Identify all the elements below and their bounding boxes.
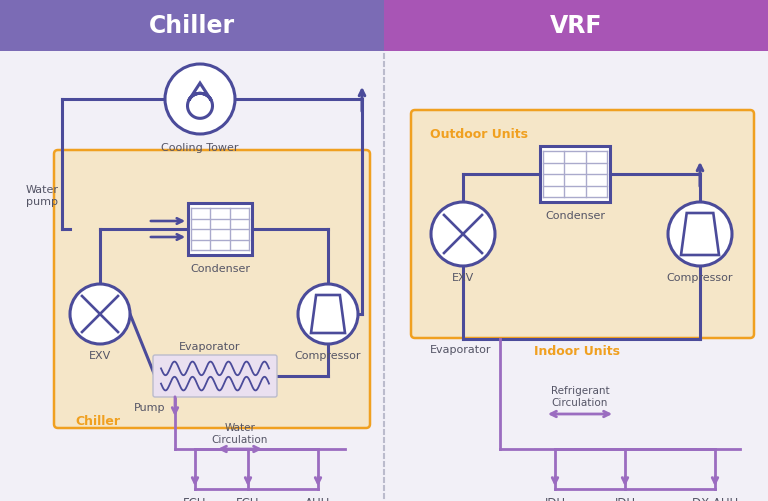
Text: EXV: EXV	[452, 273, 474, 283]
Text: Compressor: Compressor	[667, 273, 733, 283]
Text: Pump: Pump	[134, 402, 165, 412]
Text: Indoor Units: Indoor Units	[534, 344, 620, 357]
Text: FCU: FCU	[237, 496, 260, 501]
Text: Cooling Tower: Cooling Tower	[161, 143, 239, 153]
Text: Condenser: Condenser	[545, 210, 605, 220]
Circle shape	[431, 202, 495, 267]
Text: Compressor: Compressor	[295, 350, 361, 360]
Text: Chiller: Chiller	[149, 14, 235, 38]
Text: Chiller: Chiller	[75, 414, 120, 427]
Text: Outdoor Units: Outdoor Units	[430, 128, 528, 141]
Circle shape	[70, 285, 130, 344]
FancyBboxPatch shape	[0, 0, 384, 52]
Circle shape	[668, 202, 732, 267]
Text: Refrigerant
Circulation: Refrigerant Circulation	[551, 386, 609, 407]
Text: FCU: FCU	[184, 496, 207, 501]
Circle shape	[298, 285, 358, 344]
FancyBboxPatch shape	[411, 111, 754, 338]
FancyBboxPatch shape	[384, 0, 768, 52]
Circle shape	[165, 65, 235, 135]
Text: EXV: EXV	[89, 350, 111, 360]
Text: Condenser: Condenser	[190, 264, 250, 274]
FancyBboxPatch shape	[153, 355, 277, 397]
Text: Water
Circulation: Water Circulation	[212, 422, 268, 444]
Text: Water
pump: Water pump	[25, 185, 58, 206]
Text: Evaporator: Evaporator	[430, 344, 492, 354]
FancyBboxPatch shape	[54, 151, 370, 428]
Text: IDU: IDU	[614, 496, 635, 501]
Text: VRF: VRF	[550, 14, 602, 38]
Text: Evaporator: Evaporator	[179, 341, 240, 351]
Text: AHU: AHU	[306, 496, 331, 501]
Text: IDU: IDU	[545, 496, 565, 501]
Text: DX AHU: DX AHU	[692, 496, 738, 501]
FancyBboxPatch shape	[188, 203, 252, 256]
FancyBboxPatch shape	[540, 147, 610, 202]
